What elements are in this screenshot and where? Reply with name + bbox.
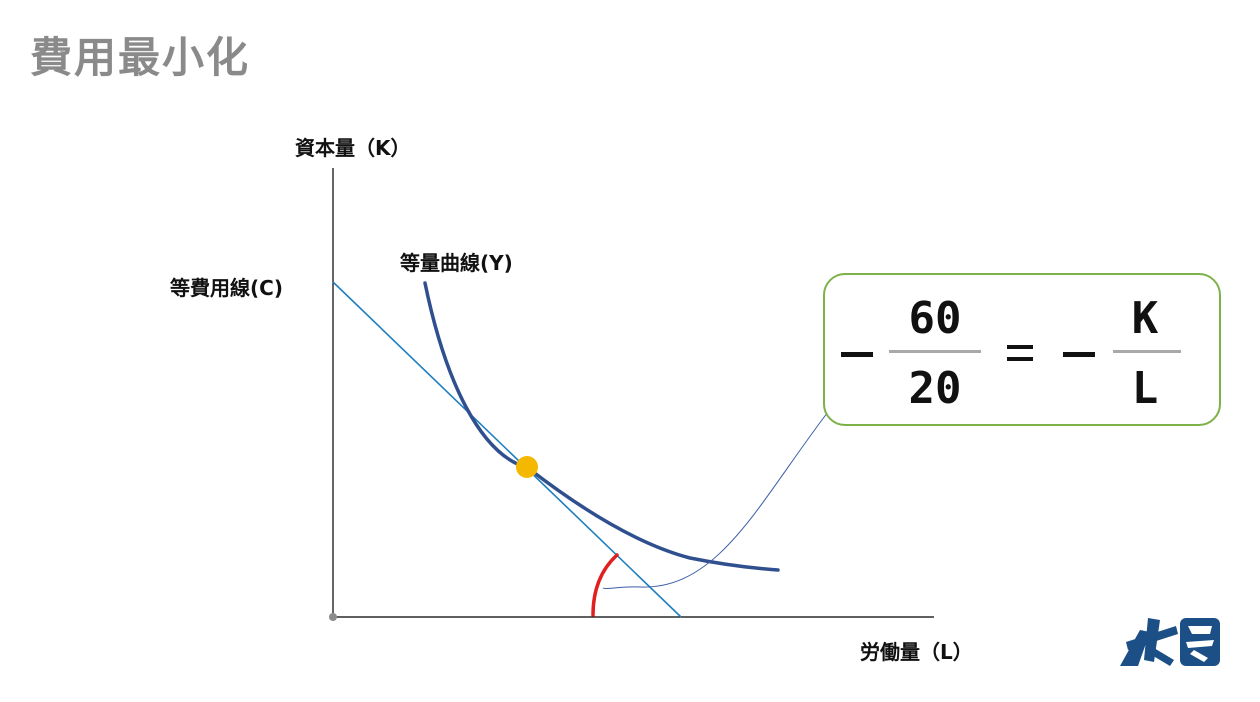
right-numerator: K [1131,293,1159,344]
x-axis-label: 労働量（L） [860,640,973,664]
minus-sign-left [841,352,873,357]
isoquant-curve [423,281,780,572]
callout-connector [602,407,832,590]
angle-arc [591,553,619,617]
equals-top-bar [1007,345,1033,349]
y-axis-label: 資本量（K） [295,136,411,160]
slide-title: 費用最小化 [30,33,251,82]
minus-sign-right [1063,352,1095,357]
left-fraction-bar [889,350,981,353]
left-denominator: 20 [908,363,962,414]
school-logo-icon [1120,618,1220,666]
left-numerator: 60 [908,293,962,344]
isocost-label: 等費用線(C) [170,276,283,300]
formula-callout: 60 20 K L [823,273,1221,426]
right-denominator: L [1131,363,1159,414]
isoquant-label: 等量曲線(Y) [400,251,513,275]
equals-bottom-bar [1007,357,1033,361]
tangent-point [516,456,538,478]
isocost-line [332,281,682,618]
right-fraction-bar [1113,350,1181,353]
origin-point [329,613,337,621]
